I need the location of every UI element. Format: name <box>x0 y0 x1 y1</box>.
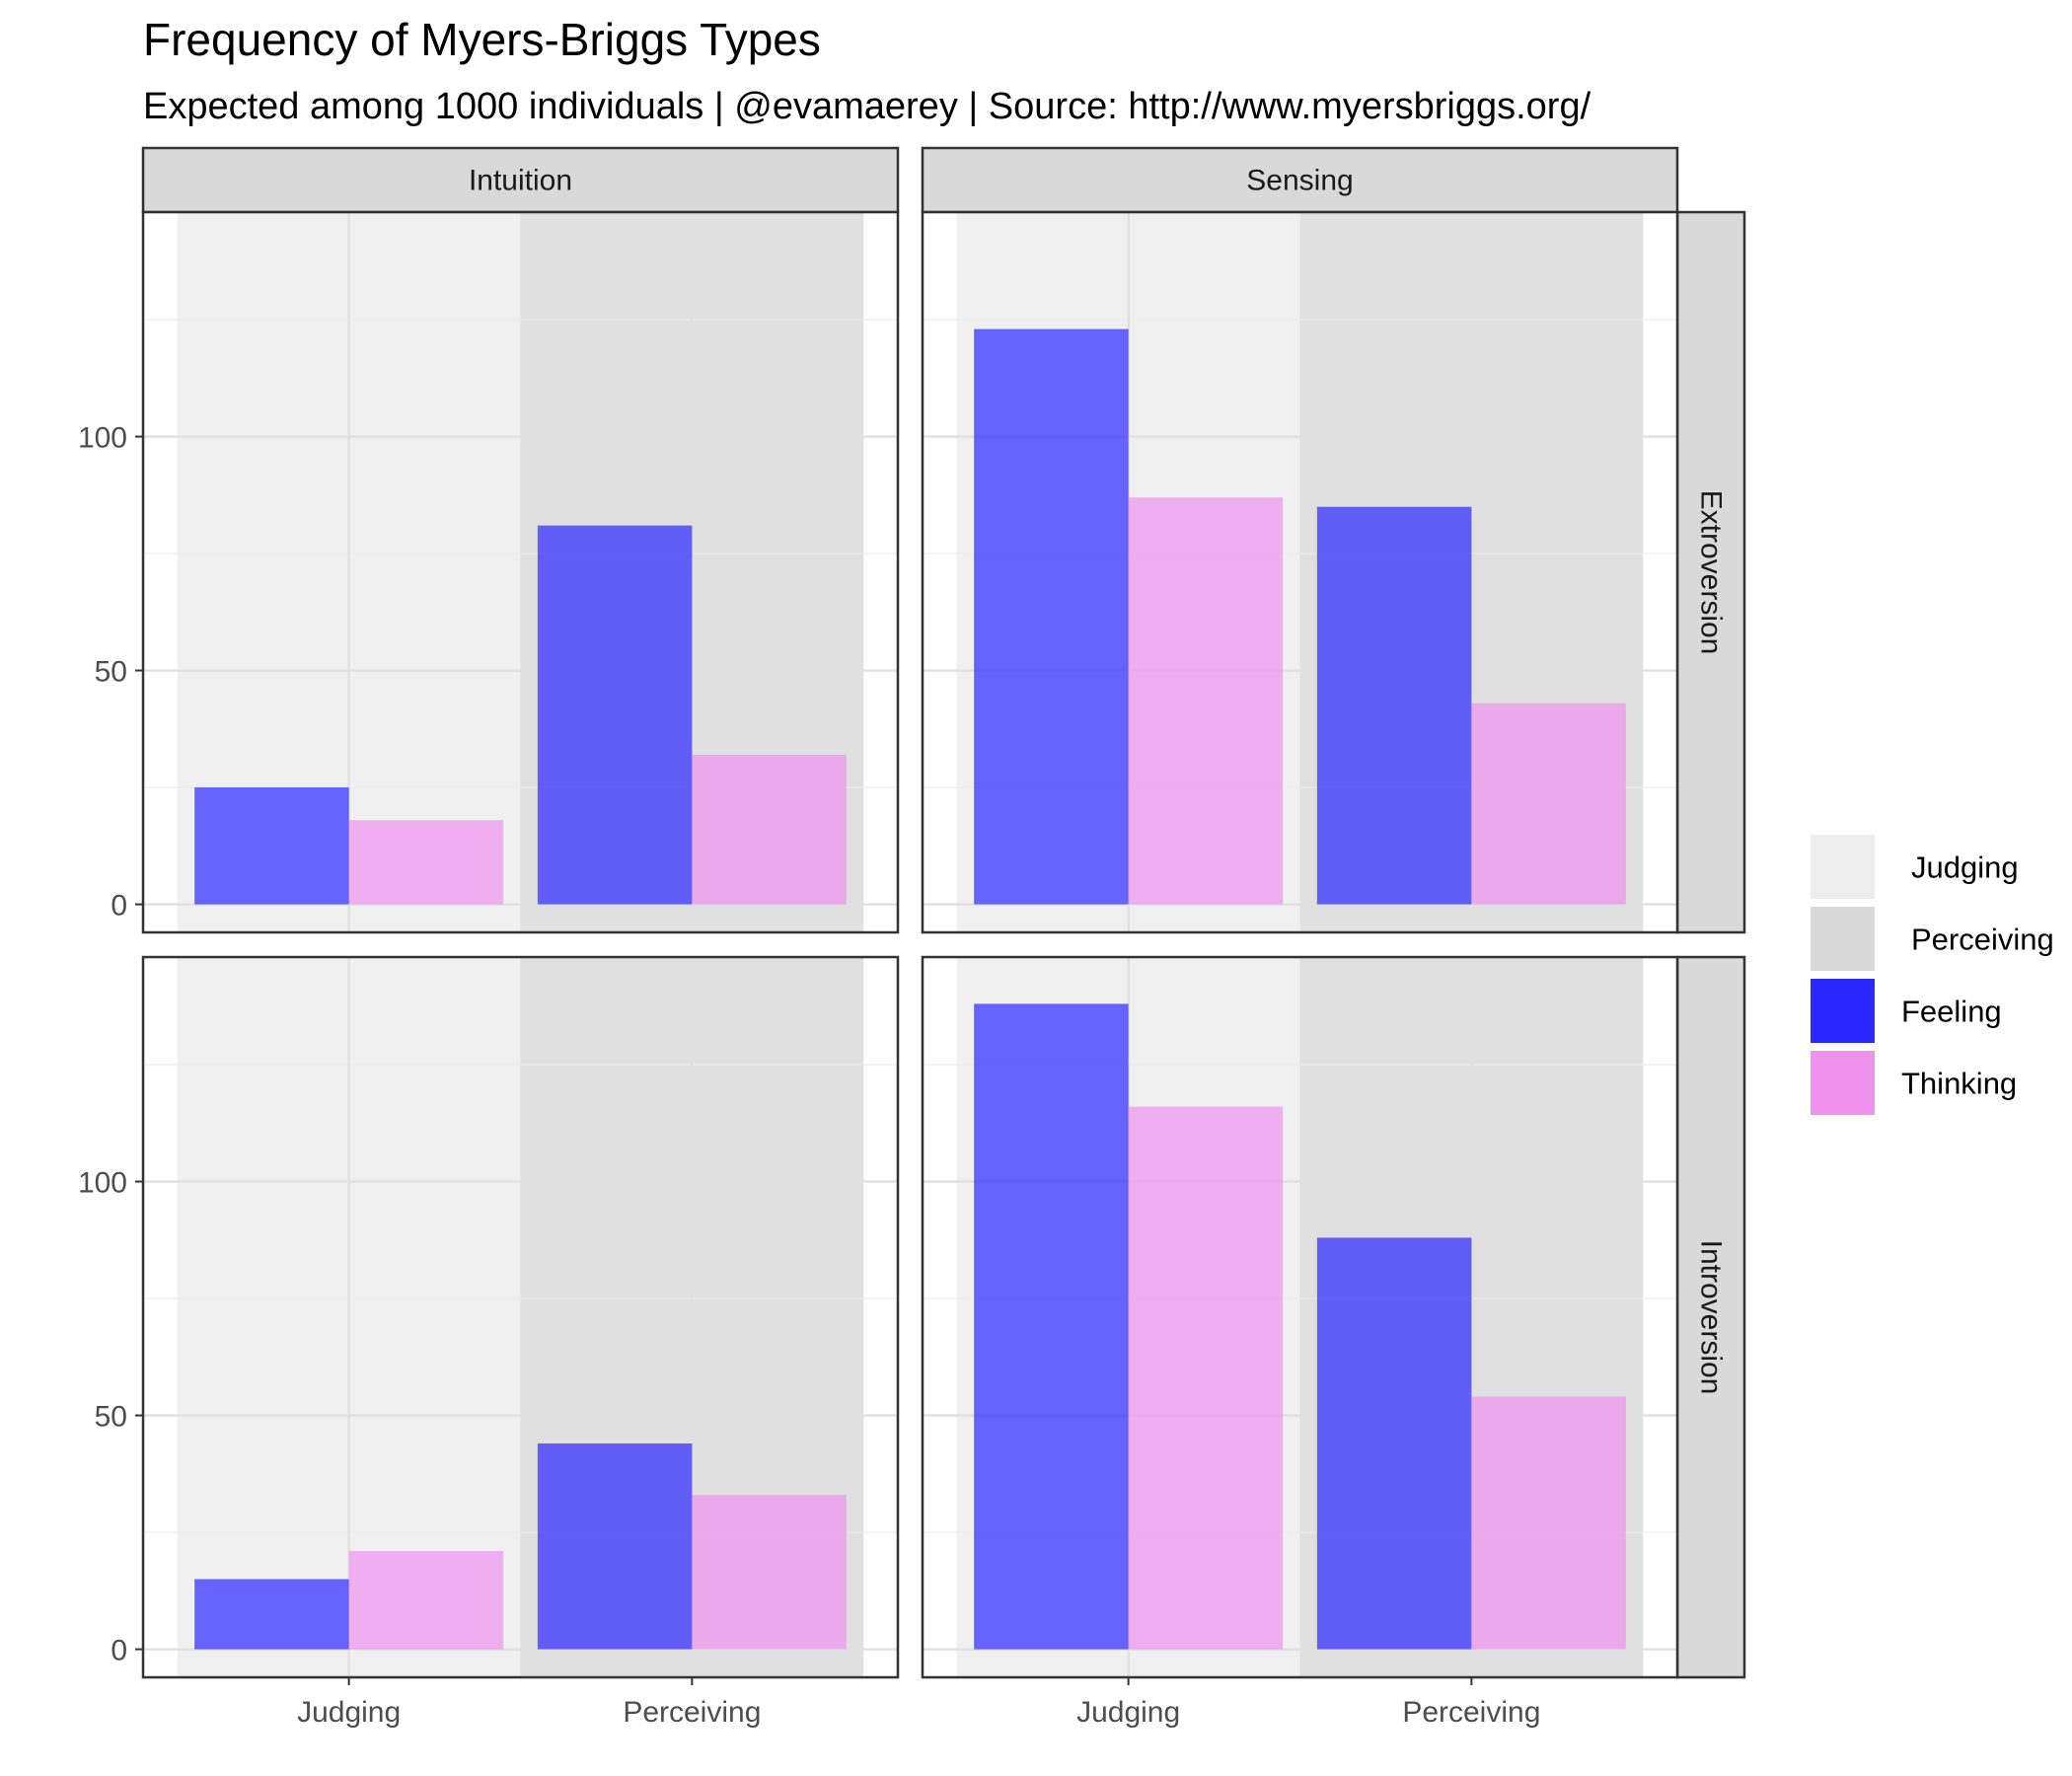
row-strip-label: Introversion <box>1695 1240 1728 1395</box>
bar-thinking-perceiving <box>692 1495 847 1650</box>
bar-thinking-perceiving <box>1471 703 1626 905</box>
column-strip-intuition <box>141 146 900 214</box>
bar-feeling-perceiving <box>537 1443 693 1650</box>
y-tick-label: 50 <box>95 656 127 689</box>
row-strip-extroversion <box>1675 210 1746 934</box>
legend-key-feeling <box>1811 979 1875 1043</box>
column-strip-sensing <box>921 146 1679 214</box>
bar-feeling-judging <box>194 1579 349 1650</box>
x-tick-label: Judging <box>297 1696 401 1729</box>
column-strip-label: Intuition <box>469 165 572 197</box>
y-tick-label: 0 <box>111 1635 127 1667</box>
bar-feeling-judging <box>974 329 1129 905</box>
panel-introversion-sensing <box>921 955 1679 1679</box>
panel-introversion-intuition <box>141 955 900 1679</box>
chart-title: Frequency of Myers-Briggs Types <box>143 14 821 65</box>
bar-thinking-judging <box>1128 497 1284 905</box>
bar-thinking-perceiving <box>1471 1396 1626 1650</box>
panel-border <box>921 955 1679 1679</box>
legend-key-judging <box>1811 835 1875 899</box>
panel-border <box>141 210 900 934</box>
row-strip-introversion <box>1675 955 1746 1679</box>
legend-key-thinking <box>1811 1051 1875 1115</box>
chart-subtitle: Expected among 1000 individuals | @evama… <box>143 86 1591 127</box>
x-tick-label: Perceiving <box>1402 1696 1540 1729</box>
legend-label-thinking: Thinking <box>1901 1067 2017 1101</box>
x-tick-label: Perceiving <box>623 1696 761 1729</box>
bar-thinking-perceiving <box>692 754 847 905</box>
bar-feeling-judging <box>194 787 349 905</box>
bar-thinking-judging <box>1128 1106 1284 1650</box>
x-tick-label: Judging <box>1076 1696 1180 1729</box>
row-strip-label: Extroversion <box>1695 490 1728 655</box>
legend-label-perceiving: Perceiving <box>1911 923 2054 957</box>
y-tick-label: 100 <box>78 1167 127 1200</box>
column-strip-label: Sensing <box>1246 165 1353 197</box>
bar-feeling-perceiving <box>1316 1237 1472 1650</box>
bar-feeling-perceiving <box>537 525 693 905</box>
bar-feeling-judging <box>974 1003 1129 1650</box>
legend-label-judging: Judging <box>1911 851 2019 885</box>
panel-border <box>921 210 1679 934</box>
legend-label-feeling: Feeling <box>1901 995 2002 1029</box>
bar-feeling-perceiving <box>1316 506 1472 905</box>
bar-thinking-judging <box>348 1551 504 1650</box>
panel-extroversion-sensing <box>921 210 1679 934</box>
plot-area: Intuition Sensing Extroversion Introversion… <box>78 146 1746 1729</box>
y-tick-label: 50 <box>95 1401 127 1434</box>
y-tick-label: 0 <box>111 890 127 923</box>
panel-extroversion-intuition <box>141 210 900 934</box>
panel-border <box>141 955 900 1679</box>
legend: Judging Perceiving Feeling Thinking <box>1811 835 2054 1115</box>
bar-thinking-judging <box>348 820 504 905</box>
y-tick-label: 100 <box>78 422 127 455</box>
legend-key-perceiving <box>1811 907 1875 971</box>
